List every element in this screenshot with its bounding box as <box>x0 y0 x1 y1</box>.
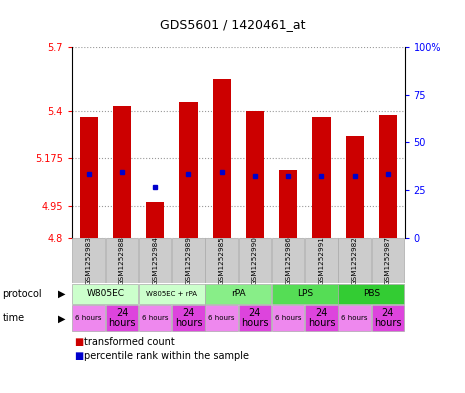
Bar <box>239 238 271 283</box>
Bar <box>272 238 305 283</box>
Bar <box>139 305 172 331</box>
Text: GDS5601 / 1420461_at: GDS5601 / 1420461_at <box>160 18 305 31</box>
Text: GSM1252988: GSM1252988 <box>119 236 125 285</box>
Text: transformed count: transformed count <box>84 337 174 347</box>
Bar <box>246 111 264 238</box>
Bar <box>272 284 338 304</box>
Text: 6 hours: 6 hours <box>208 315 235 321</box>
Text: 6 hours: 6 hours <box>341 315 368 321</box>
Text: rPA: rPA <box>231 289 246 298</box>
Bar <box>339 305 371 331</box>
Bar <box>339 238 371 283</box>
Bar <box>372 305 404 331</box>
Text: 6 hours: 6 hours <box>75 315 102 321</box>
Bar <box>305 238 338 283</box>
Bar <box>213 79 231 238</box>
Bar <box>139 238 172 283</box>
Bar <box>172 238 205 283</box>
Text: GSM1252987: GSM1252987 <box>385 236 391 285</box>
Text: GSM1252986: GSM1252986 <box>285 236 291 285</box>
Text: W805EC: W805EC <box>86 289 124 298</box>
Text: 24
hours: 24 hours <box>108 309 136 328</box>
Bar <box>113 107 131 238</box>
Text: 6 hours: 6 hours <box>275 315 301 321</box>
Bar <box>80 117 98 238</box>
Bar <box>206 284 271 304</box>
Text: ■: ■ <box>74 351 84 361</box>
Text: 24
hours: 24 hours <box>374 309 402 328</box>
Text: GSM1252985: GSM1252985 <box>219 236 225 285</box>
Text: 24
hours: 24 hours <box>308 309 335 328</box>
Bar <box>372 238 404 283</box>
Text: LPS: LPS <box>297 289 313 298</box>
Bar <box>379 115 397 238</box>
Bar <box>339 284 404 304</box>
Bar <box>73 284 138 304</box>
Bar <box>239 305 271 331</box>
Text: time: time <box>2 313 25 323</box>
Text: percentile rank within the sample: percentile rank within the sample <box>84 351 249 361</box>
Text: ■: ■ <box>74 337 84 347</box>
Bar <box>305 305 338 331</box>
Text: GSM1252984: GSM1252984 <box>152 236 158 285</box>
Bar <box>312 117 331 238</box>
Text: 24
hours: 24 hours <box>175 309 202 328</box>
Text: protocol: protocol <box>2 289 42 299</box>
Text: W805EC + rPA: W805EC + rPA <box>146 291 197 297</box>
Text: 6 hours: 6 hours <box>142 315 168 321</box>
Text: GSM1252990: GSM1252990 <box>252 236 258 285</box>
Text: ▶: ▶ <box>58 289 66 299</box>
Bar <box>73 305 105 331</box>
Bar <box>146 202 164 238</box>
Bar <box>106 305 138 331</box>
Text: PBS: PBS <box>363 289 380 298</box>
Bar <box>272 305 305 331</box>
Text: GSM1252991: GSM1252991 <box>319 236 325 285</box>
Text: GSM1252989: GSM1252989 <box>186 236 192 285</box>
Bar <box>206 238 238 283</box>
Text: GSM1252982: GSM1252982 <box>352 236 358 285</box>
Bar <box>172 305 205 331</box>
Bar <box>345 136 364 238</box>
Text: GSM1252983: GSM1252983 <box>86 236 92 285</box>
Text: 24
hours: 24 hours <box>241 309 269 328</box>
Bar <box>106 238 138 283</box>
Bar <box>179 102 198 238</box>
Bar <box>279 170 297 238</box>
Bar <box>73 238 105 283</box>
Text: ▶: ▶ <box>58 313 66 323</box>
Bar <box>139 284 205 304</box>
Bar <box>206 305 238 331</box>
